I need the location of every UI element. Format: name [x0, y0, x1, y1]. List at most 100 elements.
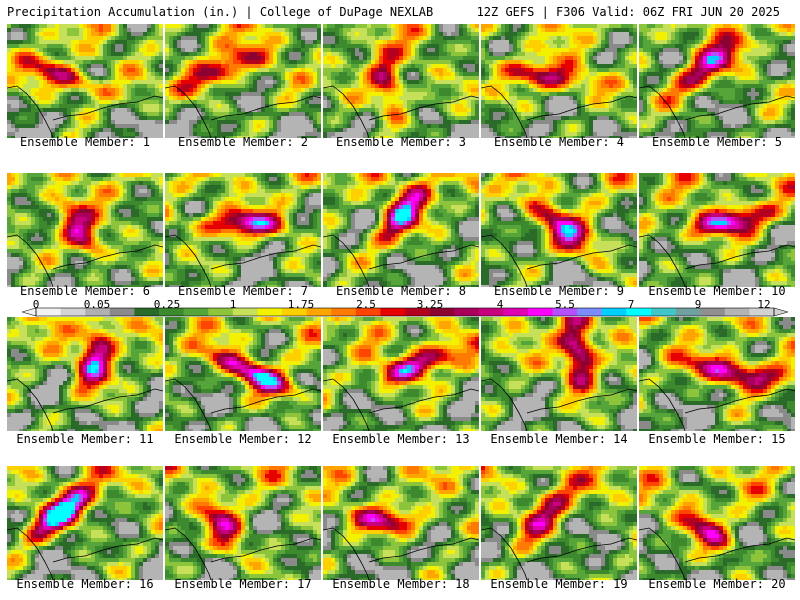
- colorbar-right-arrow: [773, 307, 788, 317]
- ensemble-member-label: Ensemble Member: 15: [639, 432, 795, 446]
- colorbar-bin: [528, 308, 553, 316]
- ensemble-panel: [323, 317, 479, 431]
- ensemble-member-label: Ensemble Member: 13: [323, 432, 479, 446]
- ensemble-member-label: Ensemble Member: 10: [639, 284, 795, 298]
- map-title: Precipitation Accumulation (in.) | Colle…: [7, 5, 433, 19]
- ensemble-member-label: Ensemble Member: 16: [7, 577, 163, 591]
- ensemble-panel: [323, 173, 479, 287]
- colorbar-tick-label: 5.5: [555, 298, 575, 311]
- colorbar-tick-label: 2.5: [356, 298, 376, 311]
- colorbar-outline: [35, 307, 775, 317]
- colorbar-tick-label: 0: [33, 298, 40, 311]
- colorbar-bin: [626, 308, 652, 316]
- precip-field: [639, 173, 795, 287]
- precip-field: [323, 466, 479, 580]
- precip-colorbar: 0 0.05 0.25 1 1.75 2.5 3.25 4 5.5 7 9 12: [22, 298, 788, 318]
- ensemble-panel: [323, 466, 479, 580]
- colorbar-bin: [232, 308, 258, 316]
- precip-field: [165, 24, 321, 138]
- colorbar-bin: [36, 308, 61, 316]
- precip-field: [323, 173, 479, 287]
- ensemble-panel: [639, 317, 795, 431]
- precip-field: [639, 317, 795, 431]
- precip-field: [323, 24, 479, 138]
- colorbar-bin: [134, 308, 160, 316]
- ensemble-panel: [165, 24, 321, 138]
- precip-map: [323, 173, 479, 287]
- ensemble-member-label: Ensemble Member: 5: [639, 135, 795, 149]
- precip-map: [639, 317, 795, 431]
- ensemble-member-label: Ensemble Member: 11: [7, 432, 163, 446]
- colorbar-bin: [675, 308, 701, 316]
- ensemble-member-label: Ensemble Member: 19: [481, 577, 637, 591]
- ensemble-member-label: Ensemble Member: 20: [639, 577, 795, 591]
- colorbar-graphic: [22, 307, 788, 317]
- colorbar-bin: [405, 308, 430, 316]
- ensemble-panel: [481, 466, 637, 580]
- ensemble-panel: [323, 24, 479, 138]
- precip-field: [165, 317, 321, 431]
- colorbar-tick-label: 3.25: [417, 298, 444, 311]
- colorbar-bin: [355, 308, 381, 316]
- ensemble-member-label: Ensemble Member: 8: [323, 284, 479, 298]
- precip-field: [7, 24, 163, 138]
- run-valid-time: 12Z GEFS | F306 Valid: 06Z FRI JUN 20 20…: [477, 5, 780, 19]
- colorbar-tick-label: 12: [757, 298, 770, 311]
- ensemble-member-label: Ensemble Member: 18: [323, 577, 479, 591]
- ensemble-member-label: Ensemble Member: 9: [481, 284, 637, 298]
- precip-field: [639, 24, 795, 138]
- precip-map: [639, 173, 795, 287]
- colorbar-bin: [724, 308, 750, 316]
- ensemble-member-label: Ensemble Member: 7: [165, 284, 321, 298]
- precip-field: [7, 466, 163, 580]
- precip-map: [7, 24, 163, 138]
- ensemble-panel: [481, 24, 637, 138]
- colorbar-bin: [257, 308, 283, 316]
- colorbar-tick-label: 4: [497, 298, 504, 311]
- ensemble-panel: [481, 317, 637, 431]
- colorbar-bin: [454, 308, 480, 316]
- colorbar-bin: [159, 308, 184, 316]
- precip-map: [323, 466, 479, 580]
- colorbar-bin: [380, 308, 406, 316]
- precip-map: [165, 466, 321, 580]
- precip-field: [481, 173, 637, 287]
- colorbar-tick-label: 0.05: [84, 298, 111, 311]
- colorbar-tick-label: 1.75: [288, 298, 315, 311]
- colorbar-bin: [282, 308, 307, 316]
- ensemble-member-label: Ensemble Member: 12: [165, 432, 321, 446]
- colorbar-bin: [749, 308, 775, 316]
- ensemble-panel: [7, 24, 163, 138]
- colorbar-tick-label: 0.25: [154, 298, 181, 311]
- ensemble-panel: [7, 173, 163, 287]
- precip-map: [481, 317, 637, 431]
- precip-field: [7, 317, 163, 431]
- colorbar-bin: [109, 308, 135, 316]
- precip-map: [7, 466, 163, 580]
- precip-map: [165, 317, 321, 431]
- precip-map: [481, 173, 637, 287]
- ensemble-member-label: Ensemble Member: 3: [323, 135, 479, 149]
- ensemble-member-label: Ensemble Member: 1: [7, 135, 163, 149]
- colorbar-tick-label: 1: [230, 298, 237, 311]
- ensemble-panel: [7, 317, 163, 431]
- colorbar-bin: [552, 308, 578, 316]
- precip-field: [481, 317, 637, 431]
- ensemble-panel: [639, 24, 795, 138]
- precip-field: [165, 173, 321, 287]
- precip-field: [323, 317, 479, 431]
- ensemble-panel: [481, 173, 637, 287]
- ensemble-member-label: Ensemble Member: 17: [165, 577, 321, 591]
- precip-map: [165, 173, 321, 287]
- precip-map: [323, 317, 479, 431]
- ensemble-panel: [165, 466, 321, 580]
- colorbar-bin: [577, 308, 603, 316]
- colorbar-bin: [306, 308, 332, 316]
- precip-field: [165, 466, 321, 580]
- precip-map: [165, 24, 321, 138]
- colorbar-bin: [429, 308, 455, 316]
- ensemble-member-label: Ensemble Member: 4: [481, 135, 637, 149]
- precip-field: [481, 24, 637, 138]
- colorbar-tick-label: 9: [695, 298, 702, 311]
- ensemble-panel: [7, 466, 163, 580]
